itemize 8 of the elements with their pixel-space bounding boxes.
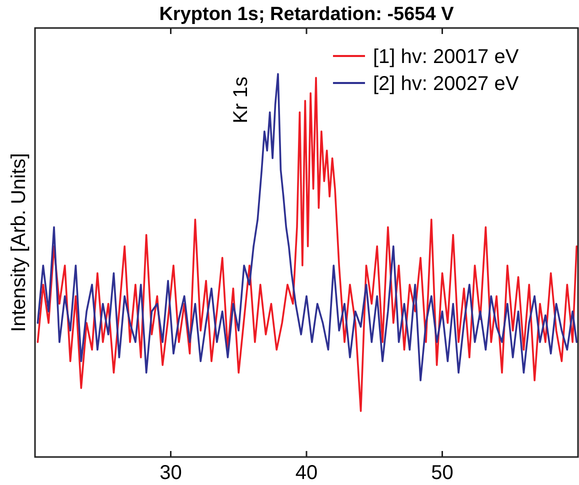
x-tick-label: 40 <box>295 462 318 484</box>
chart-title: Krypton 1s; Retardation: -5654 V <box>159 4 454 25</box>
y-axis-title: Intensity [Arb. Units] <box>8 153 30 332</box>
x-tick-label: 50 <box>431 462 454 484</box>
legend-label: [2] hv: 20027 eV <box>373 73 520 95</box>
x-tick-label: 30 <box>160 462 182 484</box>
annotation: Kr 1s <box>230 76 252 124</box>
legend-label: [1] hv: 20017 eV <box>373 46 520 68</box>
